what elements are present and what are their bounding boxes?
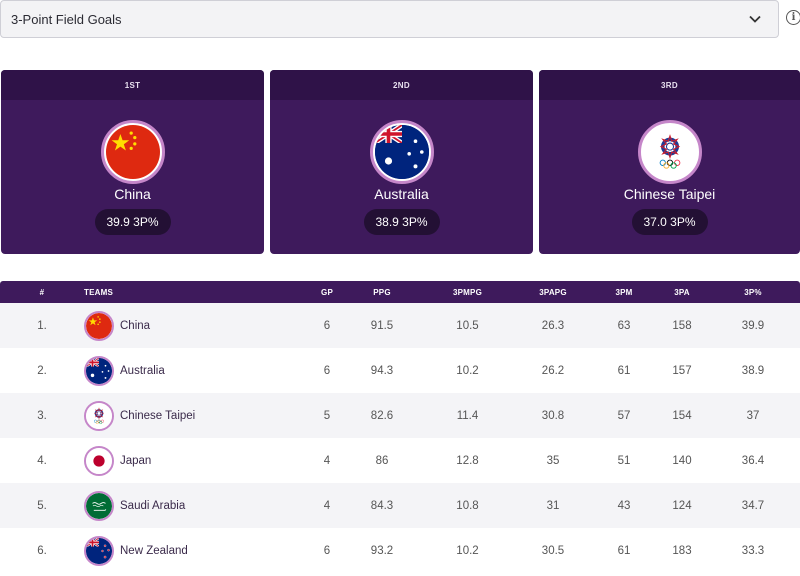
header-3pa[interactable]: 3PA bbox=[674, 287, 690, 297]
row-3papg: 35 bbox=[546, 454, 560, 467]
table-row[interactable]: 6. New Zealand 6 93.2 10.2 30.5 61 183 3… bbox=[0, 528, 800, 573]
table-body: 1. China 6 91.5 10.5 26.3 63 158 39.9 2.… bbox=[0, 303, 800, 573]
category-select[interactable]: 3-Point Field Goals bbox=[0, 0, 779, 38]
row-3p-percentage: 38.9 bbox=[741, 364, 765, 377]
australia-flag-icon bbox=[369, 120, 434, 184]
row-gp: 6 bbox=[323, 364, 331, 377]
header-gp[interactable]: GP bbox=[321, 287, 333, 297]
row-rank: 3. bbox=[37, 409, 47, 422]
table-row[interactable]: 4. Japan 4 86 12.8 35 51 140 36.4 bbox=[0, 438, 800, 483]
row-3pa: 183 bbox=[672, 544, 692, 557]
row-team-name[interactable]: Saudi Arabia bbox=[120, 499, 186, 512]
row-ppg: 94.3 bbox=[370, 364, 394, 377]
row-3pa: 157 bbox=[672, 364, 692, 377]
china-flag-icon bbox=[100, 120, 165, 184]
podium-3p-percentage: 39.9 3P% bbox=[94, 209, 171, 235]
podium-rank-label: 2ND bbox=[270, 70, 533, 100]
podium-team-name: Australia bbox=[374, 186, 429, 202]
row-ppg: 82.6 bbox=[370, 409, 394, 422]
podium-team-name: China bbox=[114, 186, 151, 202]
category-select-value: 3-Point Field Goals bbox=[11, 11, 122, 27]
row-gp: 6 bbox=[323, 319, 331, 332]
row-3pm: 57 bbox=[617, 409, 631, 422]
row-rank: 4. bbox=[37, 454, 47, 467]
saudi-arabia-flag-icon bbox=[84, 490, 114, 521]
header-3pm[interactable]: 3PM bbox=[615, 287, 633, 297]
podium-card-3rd[interactable]: 3RD Chinese Taipei 37.0 3P% bbox=[539, 70, 800, 254]
row-team-name[interactable]: China bbox=[120, 319, 151, 332]
row-3papg: 30.5 bbox=[541, 544, 565, 557]
podium-3p-percentage: 38.9 3P% bbox=[363, 209, 440, 235]
row-3p-percentage: 37 bbox=[746, 409, 760, 422]
row-ppg: 93.2 bbox=[370, 544, 394, 557]
header-rank: # bbox=[39, 287, 45, 297]
header-ppg[interactable]: PPG bbox=[373, 287, 391, 297]
table-row[interactable]: 5. Saudi Arabia 4 84.3 10.8 31 43 124 34… bbox=[0, 483, 800, 528]
header-3pmpg[interactable]: 3PMPG bbox=[452, 287, 482, 297]
row-3papg: 31 bbox=[546, 499, 560, 512]
row-3pm: 43 bbox=[617, 499, 631, 512]
row-3pmpg: 10.2 bbox=[456, 544, 479, 557]
row-ppg: 91.5 bbox=[370, 319, 394, 332]
row-3papg: 26.2 bbox=[541, 364, 565, 377]
row-team-name[interactable]: Japan bbox=[120, 454, 152, 467]
row-3pa: 154 bbox=[672, 409, 692, 422]
china-flag-icon bbox=[84, 310, 114, 341]
row-3pmpg: 10.2 bbox=[456, 364, 479, 377]
row-3p-percentage: 36.4 bbox=[741, 454, 765, 467]
row-gp: 5 bbox=[323, 409, 331, 422]
podium-3p-percentage: 37.0 3P% bbox=[631, 209, 708, 235]
row-3pmpg: 10.5 bbox=[456, 319, 479, 332]
australia-flag-icon bbox=[84, 355, 114, 386]
row-3pm: 61 bbox=[617, 364, 631, 377]
row-3pm: 61 bbox=[617, 544, 631, 557]
podium-rank-label: 1ST bbox=[1, 70, 264, 100]
row-3papg: 26.3 bbox=[541, 319, 565, 332]
row-ppg: 84.3 bbox=[370, 499, 394, 512]
header-3p-percentage[interactable]: 3P% bbox=[744, 287, 762, 297]
table-header: # TEAMS GP PPG 3PMPG 3PAPG 3PM 3PA 3P% bbox=[0, 281, 800, 303]
podium-rank-label: 3RD bbox=[539, 70, 800, 100]
row-3papg: 30.8 bbox=[541, 409, 565, 422]
row-rank: 5. bbox=[37, 499, 47, 512]
podium-card-2nd[interactable]: 2ND Australia 38.9 3P% bbox=[270, 70, 533, 254]
header-teams[interactable]: TEAMS bbox=[84, 287, 113, 297]
row-team-name[interactable]: Australia bbox=[120, 364, 165, 377]
chinese-taipei-flag-icon bbox=[84, 400, 114, 431]
row-gp: 4 bbox=[323, 499, 331, 512]
row-3pmpg: 11.4 bbox=[456, 409, 479, 422]
row-3pm: 63 bbox=[617, 319, 631, 332]
row-3p-percentage: 39.9 bbox=[741, 319, 765, 332]
row-rank: 6. bbox=[37, 544, 47, 557]
stats-table: # TEAMS GP PPG 3PMPG 3PAPG 3PM 3PA 3P% 1… bbox=[0, 281, 800, 573]
podium-card-1st[interactable]: 1ST China 39.9 3P% bbox=[1, 70, 264, 254]
row-3pm: 51 bbox=[617, 454, 631, 467]
row-gp: 4 bbox=[323, 454, 331, 467]
podium-team-name: Chinese Taipei bbox=[623, 186, 716, 202]
row-3p-percentage: 33.3 bbox=[741, 544, 765, 557]
header-3papg[interactable]: 3PAPG bbox=[539, 287, 567, 297]
table-row[interactable]: 3. Chinese Taipei 5 82.6 11.4 30.8 57 15… bbox=[0, 393, 800, 438]
row-3pmpg: 10.8 bbox=[456, 499, 479, 512]
row-gp: 6 bbox=[323, 544, 331, 557]
row-3pa: 124 bbox=[672, 499, 692, 512]
japan-flag-icon bbox=[84, 445, 114, 476]
row-team-name[interactable]: Chinese Taipei bbox=[120, 409, 196, 422]
row-rank: 2. bbox=[37, 364, 47, 377]
table-row[interactable]: 2. Australia 6 94.3 10.2 26.2 61 157 38.… bbox=[0, 348, 800, 393]
info-icon[interactable]: i bbox=[786, 10, 800, 25]
new-zealand-flag-icon bbox=[84, 535, 114, 566]
row-ppg: 86 bbox=[375, 454, 389, 467]
row-3p-percentage: 34.7 bbox=[741, 499, 765, 512]
row-team-name[interactable]: New Zealand bbox=[120, 544, 188, 557]
row-3pa: 140 bbox=[672, 454, 692, 467]
row-3pmpg: 12.8 bbox=[456, 454, 479, 467]
row-rank: 1. bbox=[37, 319, 47, 332]
chinese-taipei-flag-icon bbox=[637, 120, 702, 184]
row-3pa: 158 bbox=[672, 319, 692, 332]
table-row[interactable]: 1. China 6 91.5 10.5 26.3 63 158 39.9 bbox=[0, 303, 800, 348]
chevron-down-icon[interactable] bbox=[748, 12, 762, 26]
